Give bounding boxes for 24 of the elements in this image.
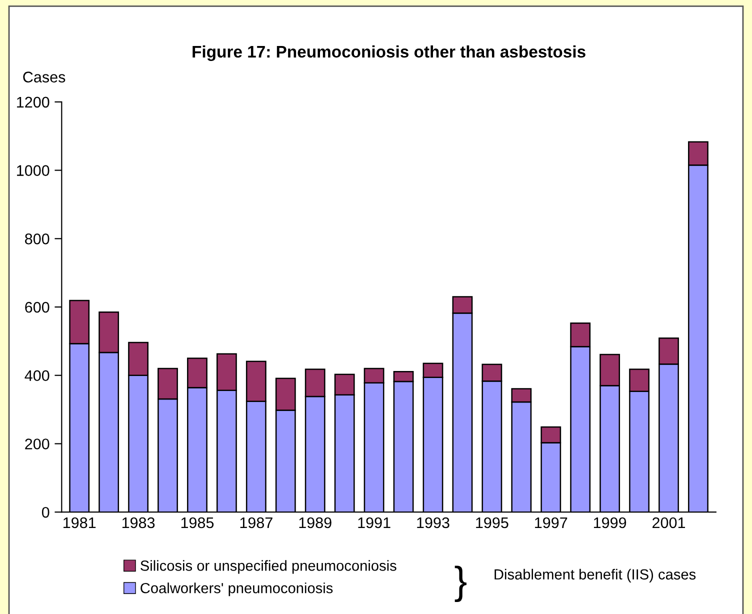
x-tick-label: 1983 (122, 517, 155, 528)
x-tick-label: 1997 (535, 517, 568, 528)
x-tick-label: 1991 (358, 517, 390, 528)
x-tick-label: 1987 (240, 517, 272, 528)
y-tick-label: 1000 (17, 165, 50, 176)
x-tick-label: 1993 (417, 517, 450, 528)
text: } (454, 566, 466, 602)
x-tick-label: 1985 (181, 517, 214, 528)
x-tick-label: 1989 (299, 517, 332, 528)
y-tick-label: 200 (25, 438, 50, 450)
x-tick-label: 1995 (476, 517, 508, 528)
y-tick-label: 800 (25, 234, 50, 244)
legend-label: Coalworkers' pneumoconiosis (140, 582, 333, 596)
text: Disablement benefit (IIS) cases (494, 568, 696, 582)
x-tick-label: 2001 (652, 517, 685, 528)
y-axis-title: Cases (23, 72, 66, 82)
y-tick-label: 0 (42, 506, 50, 518)
y-tick-label: 400 (24, 370, 50, 382)
y-tick-label: 600 (25, 302, 50, 313)
x-tick-label: 1999 (594, 517, 626, 528)
x-tick-label: 1981 (64, 517, 96, 528)
chart-title: Figure 17: Pneumoconiosis other than asbestosis (192, 45, 586, 62)
y-tick-label: 1200 (17, 96, 50, 108)
legend-label: Silicosis or unspecified pneumoconiosis (140, 560, 396, 574)
